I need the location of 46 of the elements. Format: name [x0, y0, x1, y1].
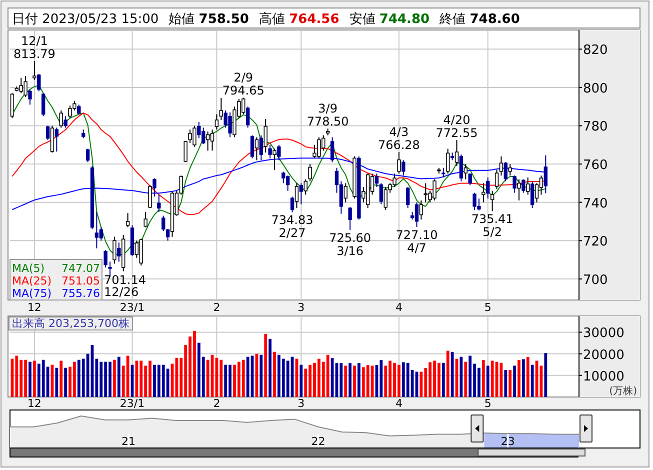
x-tick-label: 2: [213, 301, 220, 314]
text: 安値 744.80: [349, 11, 430, 27]
y-tick-label: 820: [583, 43, 608, 58]
annotation: 12/1 813.79: [13, 34, 56, 62]
x-tick-label: 12: [27, 301, 42, 314]
x-tick-label: 3: [298, 301, 305, 314]
annotation: 727.10 4/7: [396, 228, 438, 256]
x-tick-label: 4: [395, 301, 402, 314]
annotation: 701.14 12/26: [104, 273, 146, 299]
x-tick-label: 23/1: [120, 397, 145, 410]
annotation: 2/9 794.65: [222, 70, 264, 98]
annotation: 3/9 778.50: [306, 102, 349, 129]
x-tick-label: 5: [484, 397, 492, 410]
annotation: 755.76: [62, 287, 100, 300]
annotation: 734.83 2/27: [271, 213, 314, 240]
y-tick-label: 740: [583, 196, 608, 212]
y-tick-label: 780: [583, 120, 608, 135]
text: 終値 748.60: [438, 12, 520, 27]
x-tick-label: 4: [395, 397, 402, 410]
x-tick-label: 12: [27, 397, 42, 410]
y-tick-label: 20000: [583, 348, 624, 363]
y-tick-label: 800: [583, 81, 608, 96]
x-tick-label: 23/1: [120, 301, 145, 314]
chart-title: 出来高 203,253,700株: [12, 317, 130, 330]
x-tick-label: 23: [500, 435, 515, 448]
x-tick-label: 21: [122, 435, 136, 448]
annotation: 725.60 3/16: [329, 230, 372, 258]
y-tick-label: 720: [583, 234, 608, 250]
y-axis-title: (万株): [609, 385, 638, 397]
annotation: 4/3 766.28: [378, 125, 420, 152]
y-tick-label: 760: [583, 158, 608, 174]
legend: MA(5) 747.07 MA(25) 751.05 MA(75) 755.76: [10, 259, 102, 300]
annotation: 747.07: [62, 262, 100, 275]
annotation: 735.41 5/2: [471, 212, 514, 240]
x-tick-label: 2: [213, 397, 220, 410]
x-tick-label: 5: [484, 301, 492, 314]
text: 始値 758.50: [168, 12, 249, 27]
annotation: 751.05: [62, 274, 100, 288]
x-tick-label: 22: [311, 435, 326, 448]
text: 高値 764.56: [258, 11, 340, 27]
y-tick-label: 700: [583, 272, 608, 288]
y-tick-label: 10000: [583, 369, 624, 384]
x-tick-label: 3: [298, 397, 305, 410]
annotation: 4/20 772.55: [436, 113, 478, 140]
chart-title: 日付 2023/05/23 15:00: [12, 12, 159, 27]
y-tick-label: 30000: [583, 326, 624, 342]
